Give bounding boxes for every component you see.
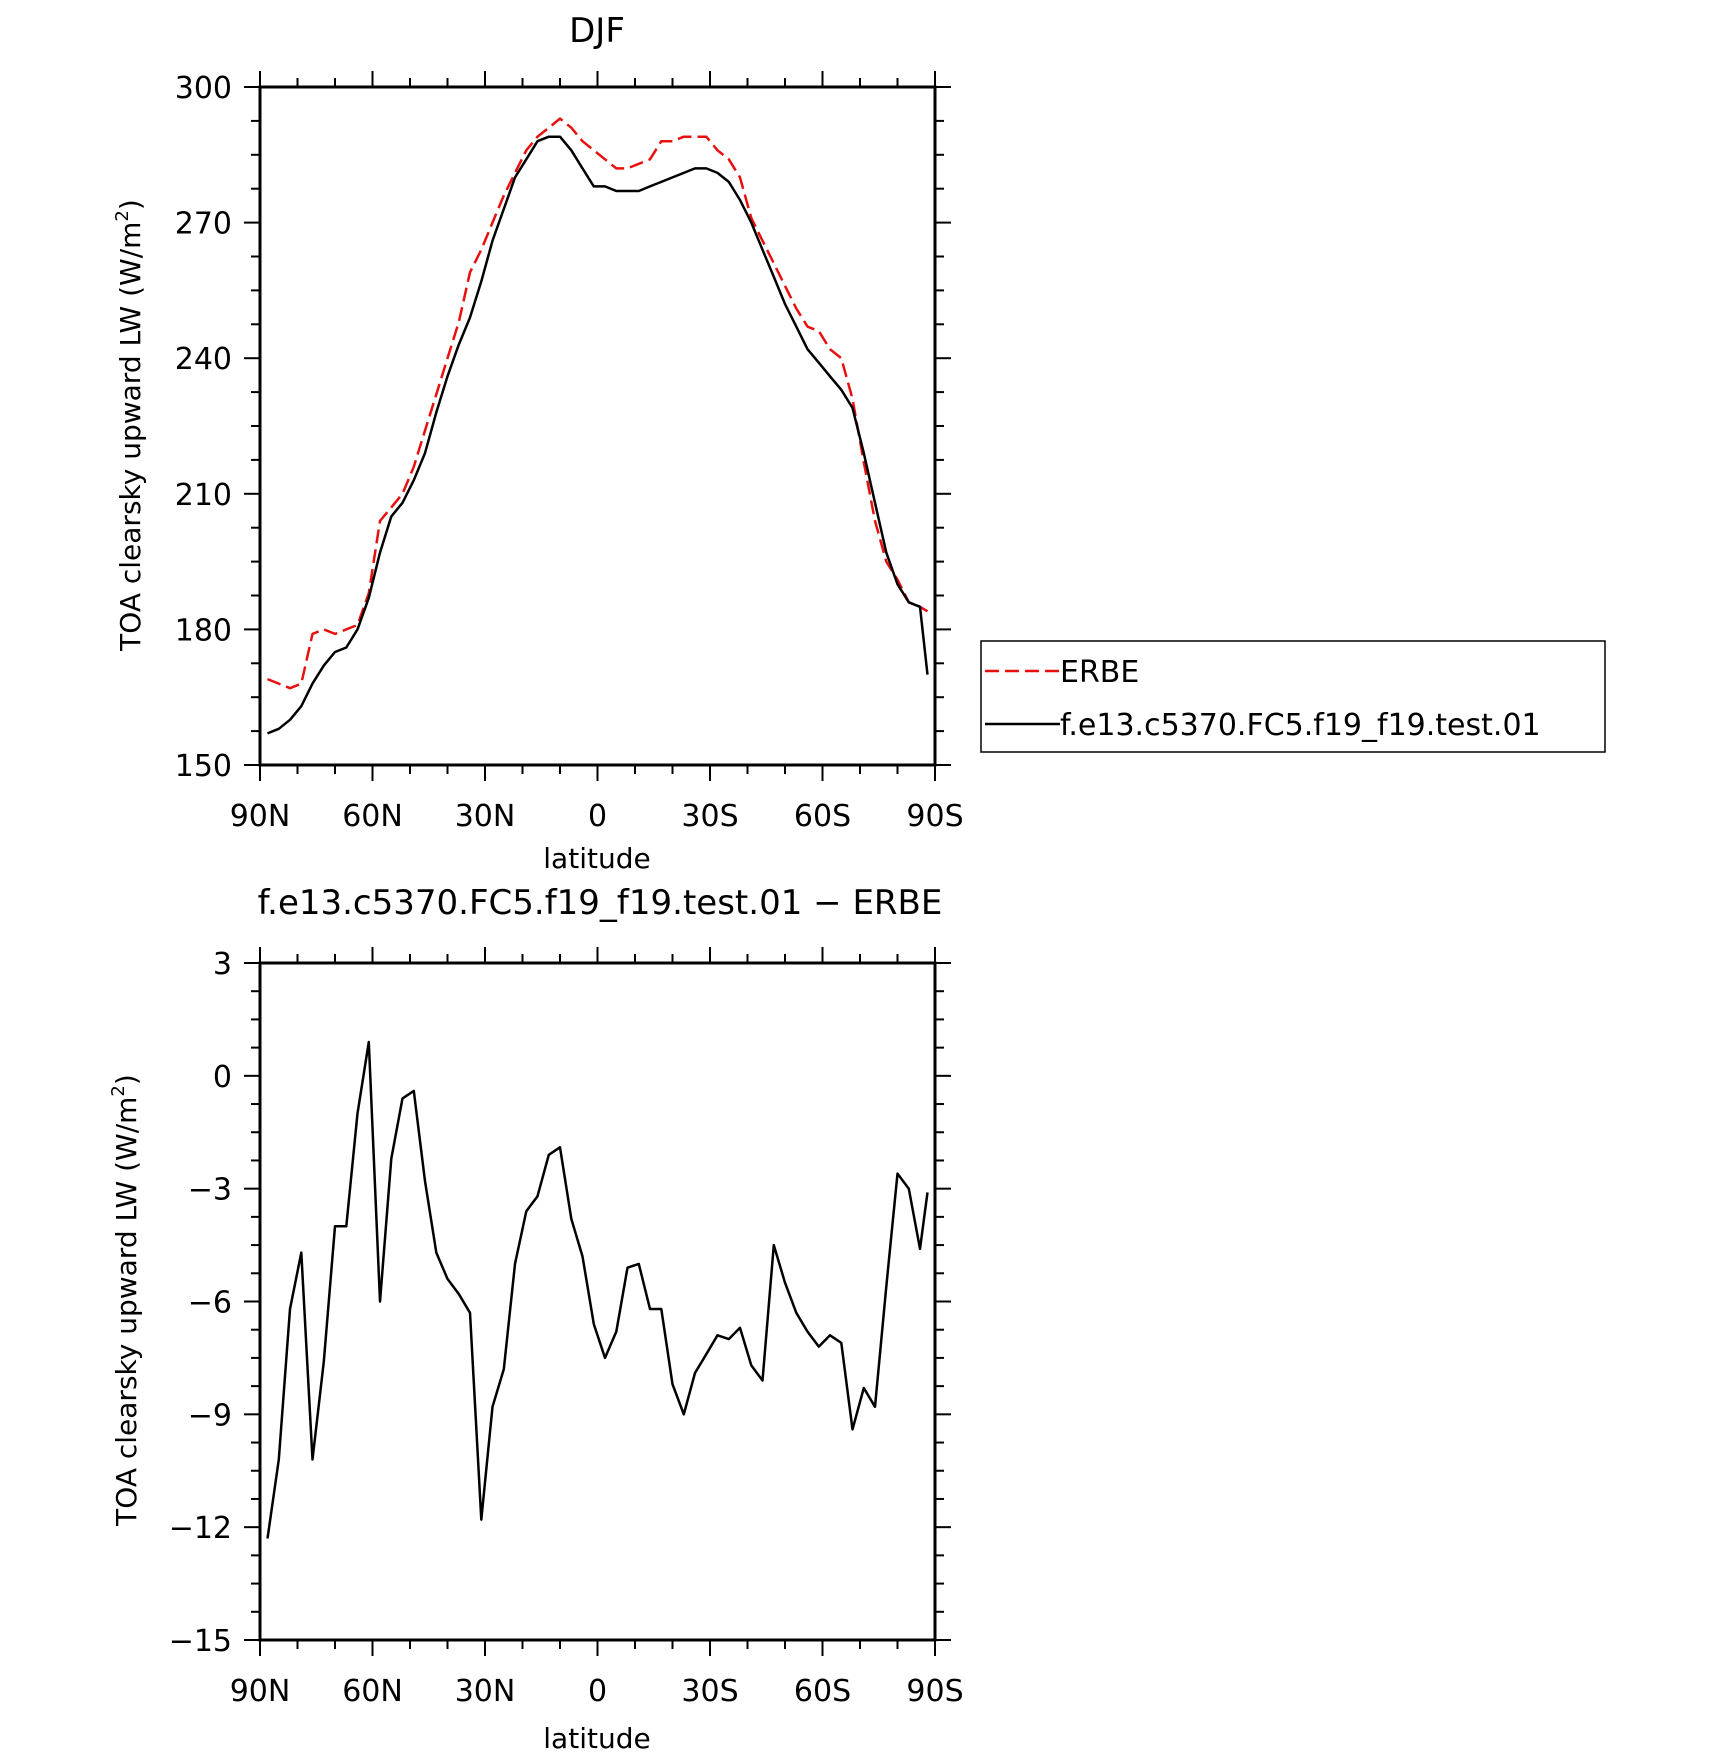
series-line-erbe (267, 117, 929, 690)
y-tick-label: 0 (213, 1060, 232, 1095)
x-tick-label: 90S (906, 799, 963, 834)
x-tick-label: 90N (230, 1674, 291, 1709)
y-tick-label: 270 (175, 207, 232, 242)
legend-model-label: f.e13.c5370.FC5.f19_f19.test.01 (1060, 708, 1541, 743)
y-tick-label: −12 (169, 1511, 232, 1546)
plot-frame (258, 85, 937, 767)
y-tick-label: 180 (175, 613, 232, 648)
legend-erbe-label: ERBE (1060, 655, 1139, 690)
x-tick-label: 0 (588, 1674, 607, 1709)
x-tick-label: 90S (906, 1674, 963, 1709)
chart-title: f.e13.c5370.FC5.f19_f19.test.01 − ERBE (258, 883, 943, 923)
series-line-difference (266, 1040, 929, 1539)
x-tick-label: 30S (681, 799, 738, 834)
y-tick-label: −9 (188, 1398, 232, 1433)
legend-box (980, 640, 1606, 753)
y-tick-label: −3 (188, 1173, 232, 1208)
y-tick-labels: −15 −12 −9 −6 −3 0 3 (169, 947, 232, 1659)
y-tick-label: 300 (175, 71, 232, 106)
x-tick-label: 0 (588, 799, 607, 834)
y-tick-label: 240 (175, 342, 232, 377)
chart-panel-bottom: f.e13.c5370.FC5.f19_f19.test.01 − ERBE −… (108, 883, 964, 1755)
y-tick-label: 3 (213, 947, 232, 982)
x-axis-label: latitude (543, 842, 650, 875)
x-tick-label: 60S (794, 1674, 851, 1709)
legend: ERBE f.e13.c5370.FC5.f19_f19.test.01 (980, 640, 1606, 753)
y-tick-label: −15 (169, 1624, 232, 1659)
x-axis-label: latitude (543, 1722, 650, 1755)
series-line-f-e13-c5370-fc5-f19-f19-test-01 (267, 135, 929, 735)
x-tick-labels: 90N 60N 30N 0 30S 60S 90S (230, 1674, 964, 1709)
x-tick-label: 60S (794, 799, 851, 834)
x-tick-label: 90N (230, 799, 291, 834)
x-tick-label: 30N (455, 1674, 516, 1709)
x-tick-label: 60N (342, 799, 403, 834)
x-tick-label: 30S (681, 1674, 738, 1709)
x-tick-label: 30N (455, 799, 516, 834)
chart-title: DJF (569, 11, 625, 51)
x-tick-label: 60N (342, 1674, 403, 1709)
y-axis-label: TOA clearsky upward LW (W/m2) (112, 199, 147, 652)
y-tick-label: −6 (188, 1286, 232, 1321)
y-tick-labels: 150 180 210 240 270 300 (175, 71, 232, 784)
y-tick-label: 210 (175, 478, 232, 513)
y-axis-label: TOA clearsky upward LW (W/m2) (108, 1074, 143, 1527)
plot-frame (258, 961, 937, 1642)
x-tick-labels: 90N 60N 30N 0 30S 60S 90S (230, 799, 964, 834)
plot-lines (266, 1040, 929, 1539)
axis-ticks (244, 947, 951, 1656)
axis-ticks (244, 71, 951, 781)
plot-lines (267, 117, 929, 735)
y-tick-label: 150 (175, 749, 232, 784)
